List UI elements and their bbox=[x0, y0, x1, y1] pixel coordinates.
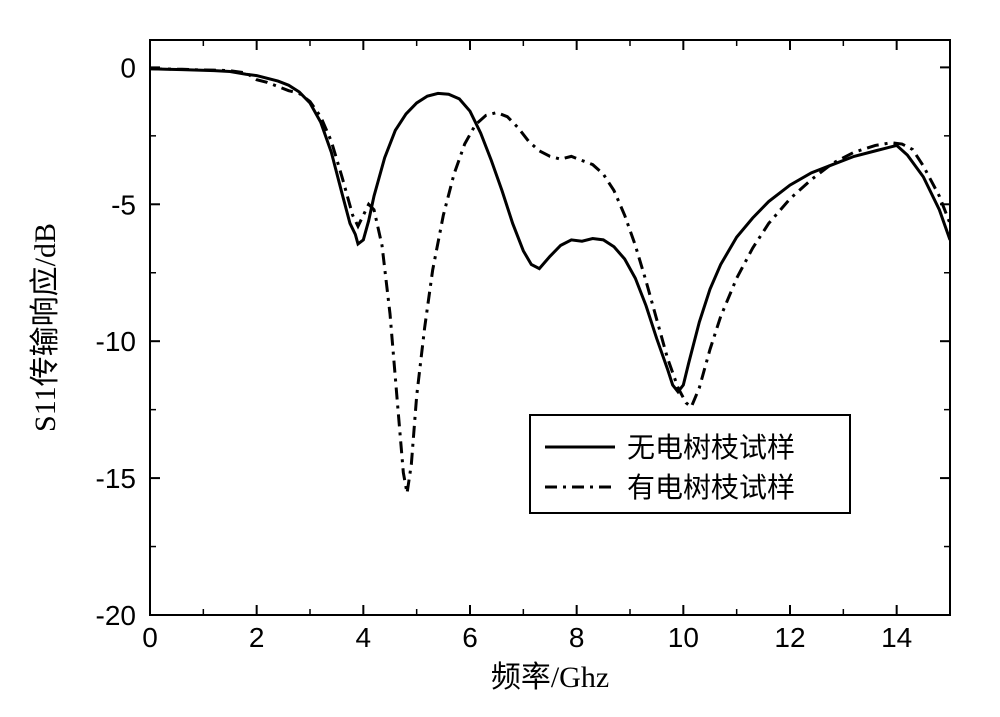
xtick-label: 2 bbox=[249, 622, 265, 653]
series-line-1 bbox=[150, 69, 950, 493]
xtick-label: 12 bbox=[774, 622, 805, 653]
xtick-label: 14 bbox=[881, 622, 912, 653]
xtick-label: 0 bbox=[142, 622, 158, 653]
y-axis-label: S11传输响应/dB bbox=[29, 223, 62, 432]
ytick-label: -20 bbox=[96, 600, 136, 631]
xtick-label: 8 bbox=[569, 622, 585, 653]
s11-chart: 0 2 4 6 8 10 12 14 -20 -15 -10 -5 0 频率/Ghz S11传输响应/dB 无… bbox=[0, 0, 1000, 717]
ytick-label: 0 bbox=[120, 52, 136, 83]
legend-label-0: 无电树枝试样 bbox=[627, 432, 795, 464]
ytick-label: -10 bbox=[96, 326, 136, 357]
xtick-label: 6 bbox=[462, 622, 478, 653]
series-line-0 bbox=[150, 69, 950, 392]
chart-svg: 0 2 4 6 8 10 12 14 -20 -15 -10 -5 0 频率/Ghz S11传输响应/dB 无… bbox=[0, 0, 1000, 717]
xtick-label: 4 bbox=[356, 622, 372, 653]
ytick-label: -5 bbox=[111, 189, 136, 220]
x-axis-label: 频率/Ghz bbox=[491, 661, 609, 694]
ytick-label: -15 bbox=[96, 463, 136, 494]
xtick-label: 10 bbox=[668, 622, 699, 653]
legend-label-1: 有电树枝试样 bbox=[627, 472, 795, 504]
